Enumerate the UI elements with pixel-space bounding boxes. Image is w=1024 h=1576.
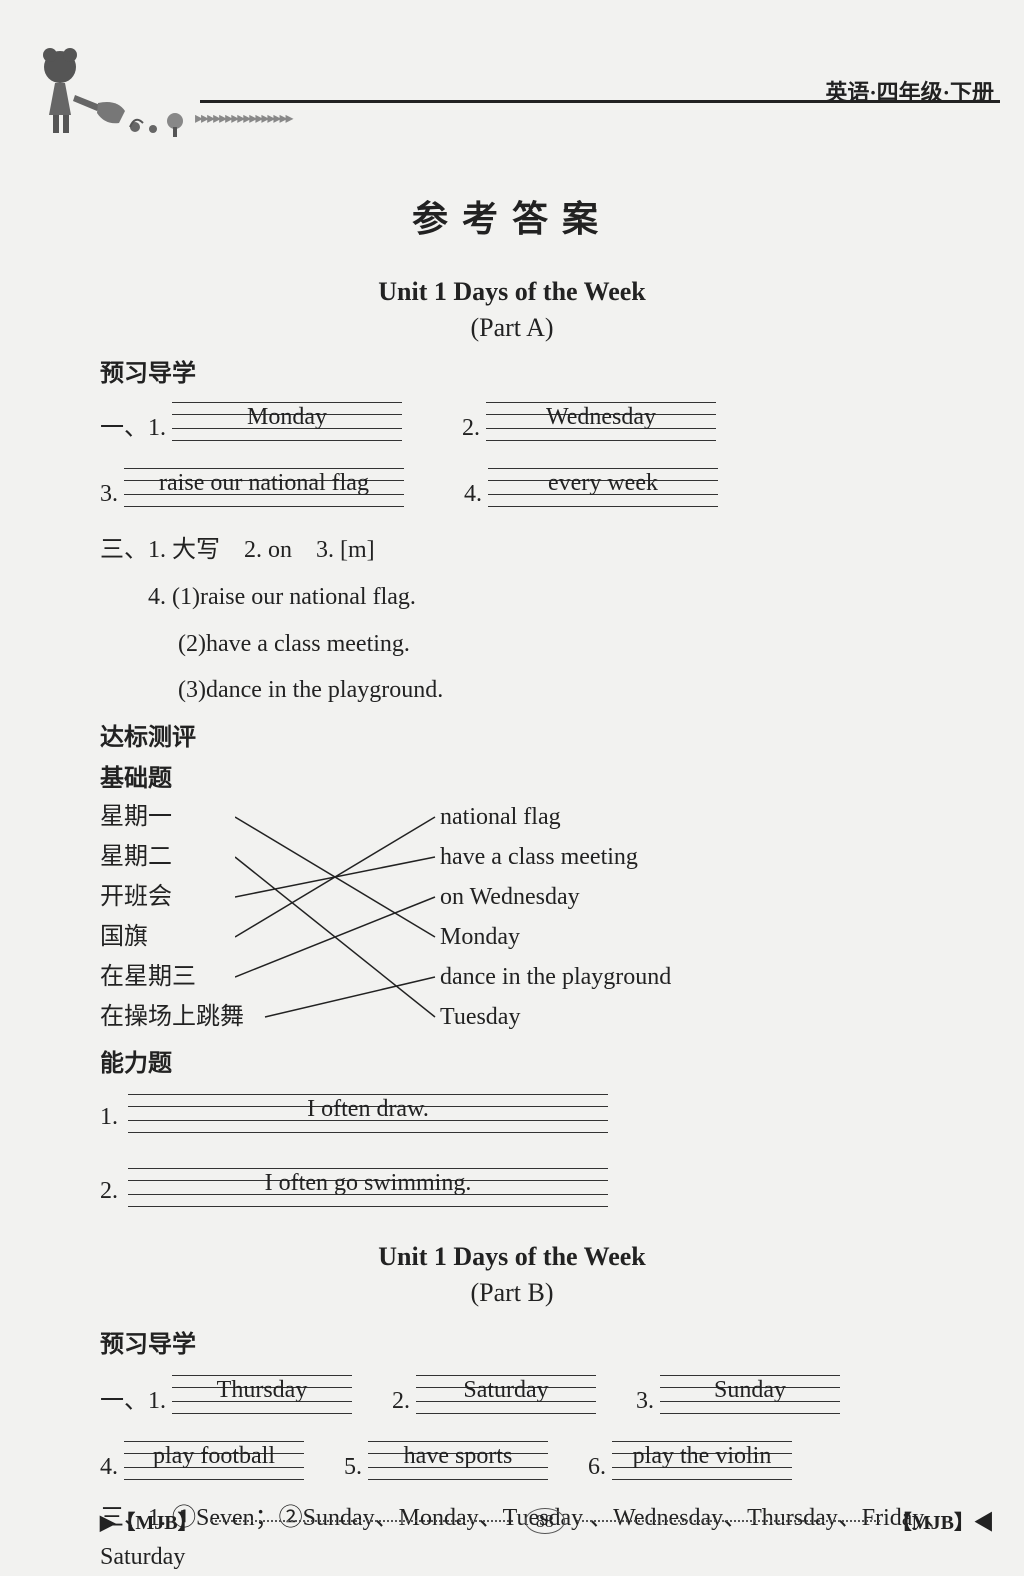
answer-text: Wednesday [546, 404, 656, 431]
page-number: 88 [525, 1508, 565, 1534]
num-4: 4. [464, 481, 482, 508]
unit-title-a: Unit 1 Days of the Week [0, 277, 1024, 307]
dabiao-heading: 达标测评 [100, 717, 1024, 752]
matching-exercise: 星期一 星期二 开班会 国旗 在星期三 在操场上跳舞 national flag… [100, 797, 1024, 1037]
blank-saturday: Saturday [416, 1369, 596, 1415]
unit-title-b: Unit 1 Days of the Week [0, 1242, 1024, 1272]
match-right-item: dance in the playground [440, 957, 671, 997]
num-b5: 5. [344, 1454, 362, 1481]
part-label-a: (Part A) [0, 313, 1024, 343]
answer-text: play football [153, 1443, 275, 1470]
ability-blank-1: I often draw. [128, 1088, 608, 1134]
part-label-b: (Part B) [0, 1278, 1024, 1308]
num-b3: 3. [636, 1388, 654, 1415]
footer-dots [210, 1520, 513, 1522]
line-three-1: 三、1. 大写 2. on 3. [m] [100, 530, 1024, 571]
match-lines [235, 797, 445, 1037]
page-header: ▸▸▸▸▸▸▸▸▸▸▸▸▸▸▸▸ 英语·四年级·下册 [0, 0, 1024, 150]
ability-blank-2: I often go swimming. [128, 1162, 608, 1208]
match-right-col: national flag have a class meeting on We… [440, 797, 671, 1037]
line-three-4: 4. (1)raise our national flag. [100, 577, 1024, 618]
ability-row-2: 2. I often go swimming. [100, 1162, 1024, 1212]
num-b4: 4. [100, 1454, 118, 1481]
match-right-item: on Wednesday [440, 877, 671, 917]
answer-text: play the violin [633, 1443, 772, 1470]
ability-row-1: 1. I often draw. [100, 1088, 1024, 1138]
match-right-item: Tuesday [440, 997, 671, 1037]
answer-text: Thursday [217, 1377, 308, 1404]
answer-row-1: 一、1. Monday 2. Wednesday [100, 396, 1024, 442]
blank-raise-flag: raise our national flag [124, 462, 404, 508]
line-three-4b: (2)have a class meeting. [100, 624, 1024, 665]
answer-row-2: 3. raise our national flag 4. every week [100, 462, 1024, 508]
answer-text: Saturday [463, 1377, 548, 1404]
preview-heading-a: 预习导学 [100, 353, 1024, 388]
num-1: 一、1. [100, 407, 166, 442]
answer-text: have sports [404, 1443, 513, 1470]
num-3: 3. [100, 481, 118, 508]
answer-text: Sunday [714, 1377, 786, 1404]
ability-num-1: 1. [100, 1104, 118, 1131]
arrow-decoration: ▸▸▸▸▸▸▸▸▸▸▸▸▸▸▸▸ [195, 108, 445, 126]
line-three-4c: (3)dance in the playground. [100, 670, 1024, 711]
answer-text: raise our national flag [159, 470, 369, 497]
ability-num-2: 2. [100, 1178, 118, 1205]
blank-every-week: every week [488, 462, 718, 508]
main-title: 参考答案 [0, 190, 1024, 242]
answer-text: I often go swimming. [265, 1170, 472, 1197]
blank-sunday: Sunday [660, 1369, 840, 1415]
footer-left: ▶【MJB】 [100, 1506, 198, 1535]
page-footer: ▶【MJB】 88 【MJB】◀ [100, 1506, 994, 1535]
num-b2: 2. [392, 1388, 410, 1415]
footer-right: 【MJB】◀ [892, 1506, 994, 1535]
footer-dots [577, 1520, 880, 1522]
partb-row-1: 一、1. Thursday 2. Saturday 3. Sunday [100, 1369, 1024, 1415]
book-label: 英语·四年级·下册 [825, 75, 994, 107]
character-svg [25, 45, 195, 145]
blank-sports: have sports [368, 1435, 548, 1481]
page: ▸▸▸▸▸▸▸▸▸▸▸▸▸▸▸▸ 英语·四年级·下册 参考答案 Unit 1 D… [0, 0, 1024, 1565]
nengli-heading: 能力题 [100, 1043, 1024, 1078]
partb-row-2: 4. play football 5. have sports 6. play … [100, 1435, 1024, 1481]
num-b1: 一、1. [100, 1380, 166, 1415]
decorative-character [25, 45, 195, 145]
blank-violin: play the violin [612, 1435, 792, 1481]
blank-wednesday: Wednesday [486, 396, 716, 442]
answer-text: every week [548, 470, 658, 497]
match-right-item: national flag [440, 797, 671, 837]
match-right-item: Monday [440, 917, 671, 957]
answer-text: I often draw. [307, 1096, 429, 1123]
blank-football: play football [124, 1435, 304, 1481]
blank-monday: Monday [172, 396, 402, 442]
blank-thursday: Thursday [172, 1369, 352, 1415]
jichu-heading: 基础题 [100, 758, 1024, 793]
match-right-item: have a class meeting [440, 837, 671, 877]
answer-text: Monday [247, 404, 327, 431]
num-b6: 6. [588, 1454, 606, 1481]
preview-heading-b: 预习导学 [100, 1324, 1024, 1359]
num-2: 2. [462, 415, 480, 442]
